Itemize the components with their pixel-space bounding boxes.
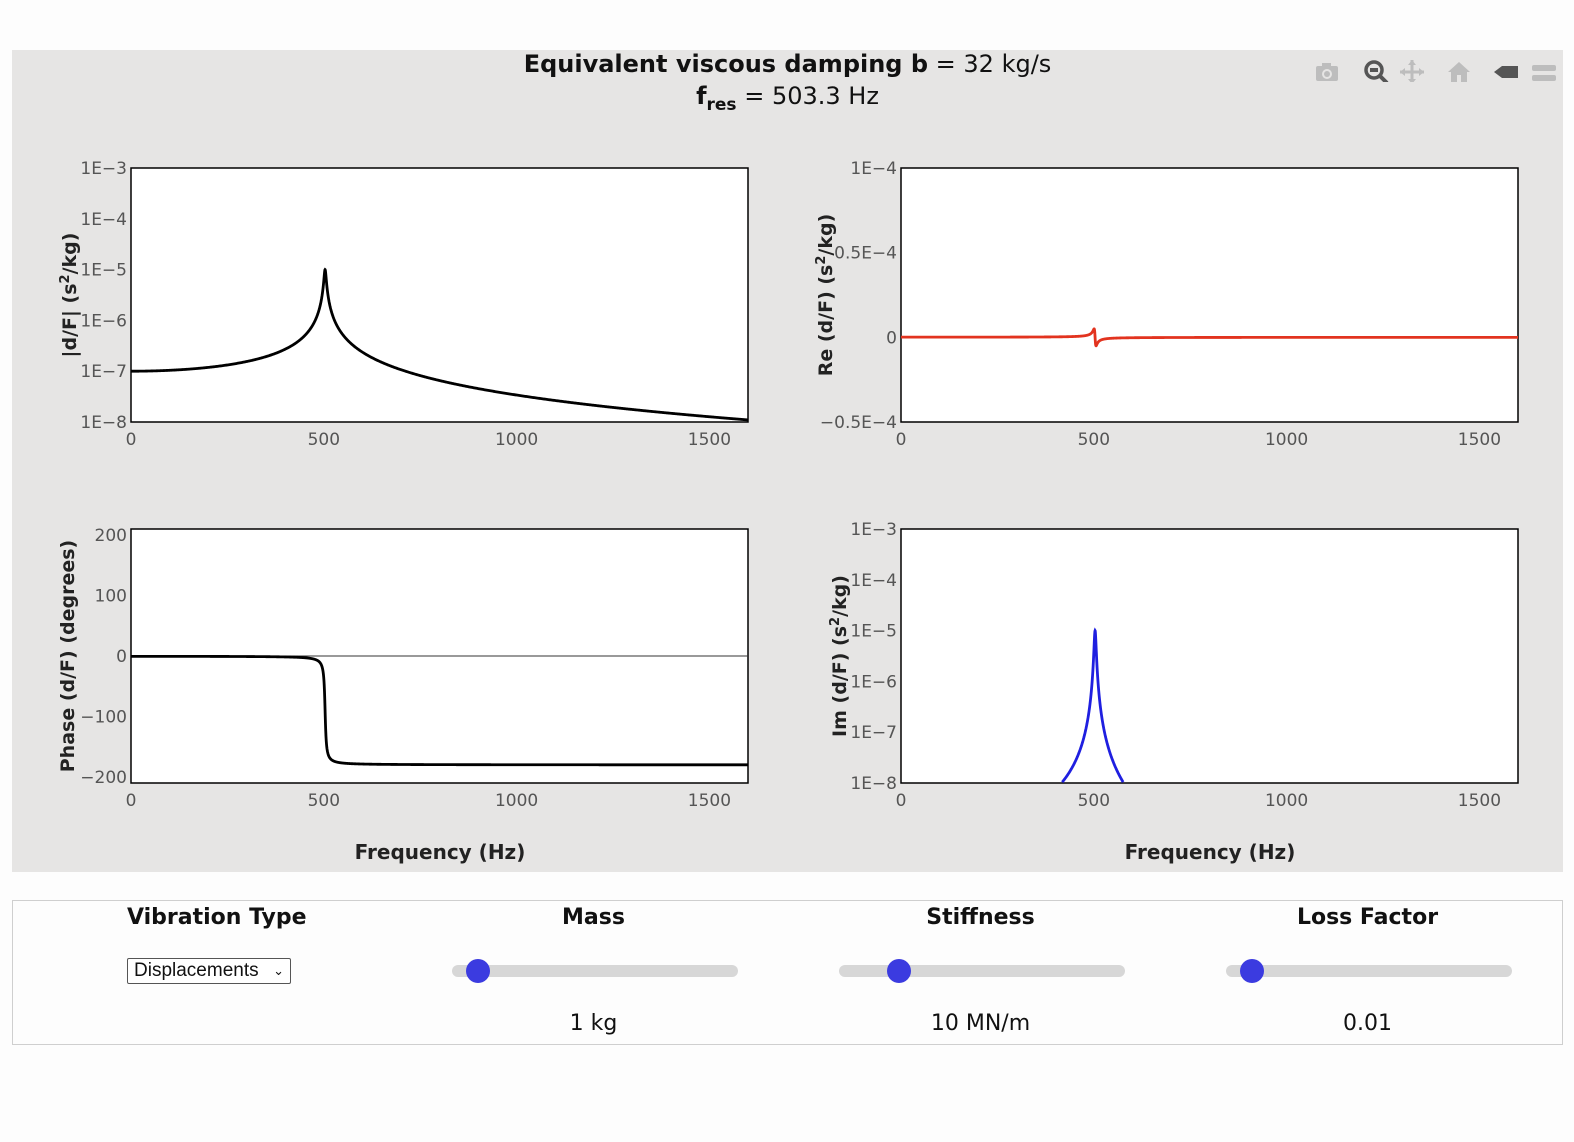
real-ytick: 1E−4	[850, 159, 897, 179]
real-ytick: 0.5E−4	[834, 244, 897, 264]
real-xtick: 500	[1078, 430, 1110, 450]
imag-xtick: 1500	[1458, 791, 1501, 811]
imag-ytick: 1E−4	[850, 571, 897, 591]
home-icon[interactable]	[1448, 62, 1470, 82]
magnitude-ytick: 1E−5	[80, 261, 127, 281]
plot-panel: Equivalent viscous damping b = 32 kg/s f…	[12, 50, 1563, 872]
imag-plot-area[interactable]	[900, 528, 1519, 784]
compare-icon[interactable]	[1532, 65, 1556, 81]
imag-ytick: 1E−7	[850, 723, 897, 743]
phase-ytick: 0	[116, 647, 127, 667]
phase-xtick: 500	[308, 791, 340, 811]
controls-panel: Vibration Type Displacements ⌄ Mass 1 kg…	[12, 900, 1563, 1045]
imag-xtick: 1000	[1265, 791, 1308, 811]
magnitude-xtick: 0	[126, 430, 137, 450]
loss-factor-value: 0.01	[1343, 1011, 1392, 1036]
real-ytick: 0	[886, 328, 897, 348]
imag-xtick: 500	[1078, 791, 1110, 811]
modebar	[1316, 60, 1556, 82]
stiffness-value: 10 MN/m	[930, 1011, 1031, 1036]
magnitude-plot-area[interactable]	[130, 167, 749, 423]
loss-factor-title: Loss Factor	[1296, 905, 1439, 930]
imag-part-curve	[1061, 627, 1125, 784]
spike-lines-icon[interactable]	[1494, 66, 1518, 78]
loss-factor-slider-thumb[interactable]	[1239, 959, 1264, 983]
pan-icon[interactable]	[1400, 60, 1424, 82]
mass-slider[interactable]	[452, 959, 738, 983]
magnitude-curve	[131, 267, 749, 422]
real-xtick: 0	[896, 430, 907, 450]
stiffness-control: Stiffness 10 MN/m	[787, 901, 1174, 1044]
vibration-type-select[interactable]: Displacements ⌄	[127, 958, 291, 984]
imag-ylabel: Im (d/F) (s2/kg)	[828, 575, 851, 737]
imag-ytick: 1E−6	[850, 672, 897, 692]
resonance-frequency-title: fres = 503.3 Hz	[696, 82, 879, 115]
real-part-curve	[901, 327, 1518, 348]
magnitude-ytick: 1E−3	[80, 159, 127, 179]
mass-control: Mass 1 kg	[400, 901, 787, 1044]
phase-ytick: −200	[80, 768, 127, 788]
chevron-down-icon: ⌄	[273, 963, 284, 978]
magnitude-ytick: 1E−6	[80, 311, 127, 331]
zoom-icon[interactable]	[1364, 60, 1389, 82]
stiffness-title: Stiffness	[926, 905, 1035, 930]
imag-ytick: 1E−5	[850, 622, 897, 642]
stiffness-slider-thumb[interactable]	[887, 959, 912, 983]
real-ytick: −0.5E−4	[820, 413, 897, 433]
phase-xtick: 1500	[688, 791, 731, 811]
magnitude-xtick: 1000	[495, 430, 538, 450]
loss-factor-control: Loss Factor 0.01	[1174, 901, 1561, 1044]
phase-ylabel: Phase (d/F) (degrees)	[57, 540, 79, 773]
real-xtick: 1000	[1265, 430, 1308, 450]
phase-ytick: 200	[95, 526, 127, 546]
real-ylabel: Re (d/F) (s2/kg)	[814, 214, 837, 377]
vibration-type-title: Vibration Type	[127, 905, 307, 930]
magnitude-ytick: 1E−8	[80, 413, 127, 433]
mass-value: 1 kg	[569, 1011, 618, 1036]
magnitude-ytick: 1E−7	[80, 362, 127, 382]
mass-title: Mass	[562, 905, 625, 930]
imag-ytick: 1E−8	[850, 774, 897, 794]
magnitude-xtick: 500	[308, 430, 340, 450]
phase-curve	[131, 654, 748, 767]
loss-factor-slider[interactable]	[1226, 959, 1512, 983]
real-xtick: 1500	[1458, 430, 1501, 450]
vibration-type-control: Vibration Type Displacements ⌄	[13, 901, 400, 1044]
stiffness-slider[interactable]	[839, 959, 1125, 983]
imag-xtick: 0	[896, 791, 907, 811]
real-plot-area[interactable]	[900, 167, 1519, 423]
phase-ytick: 100	[95, 587, 127, 607]
phase-xlabel: Frequency (Hz)	[355, 840, 526, 864]
phase-xtick: 1000	[495, 791, 538, 811]
phase-xtick: 0	[126, 791, 137, 811]
imag-xlabel: Frequency (Hz)	[1125, 840, 1296, 864]
imag-ytick: 1E−3	[850, 520, 897, 540]
camera-icon[interactable]	[1316, 63, 1338, 81]
magnitude-ylabel: |d/F| (s2/kg)	[58, 233, 81, 358]
magnitude-ytick: 1E−4	[80, 210, 127, 230]
phase-ytick: −100	[80, 707, 127, 727]
damping-title: Equivalent viscous damping b = 32 kg/s	[523, 50, 1052, 78]
mass-slider-thumb[interactable]	[465, 959, 490, 983]
magnitude-xtick: 1500	[688, 430, 731, 450]
